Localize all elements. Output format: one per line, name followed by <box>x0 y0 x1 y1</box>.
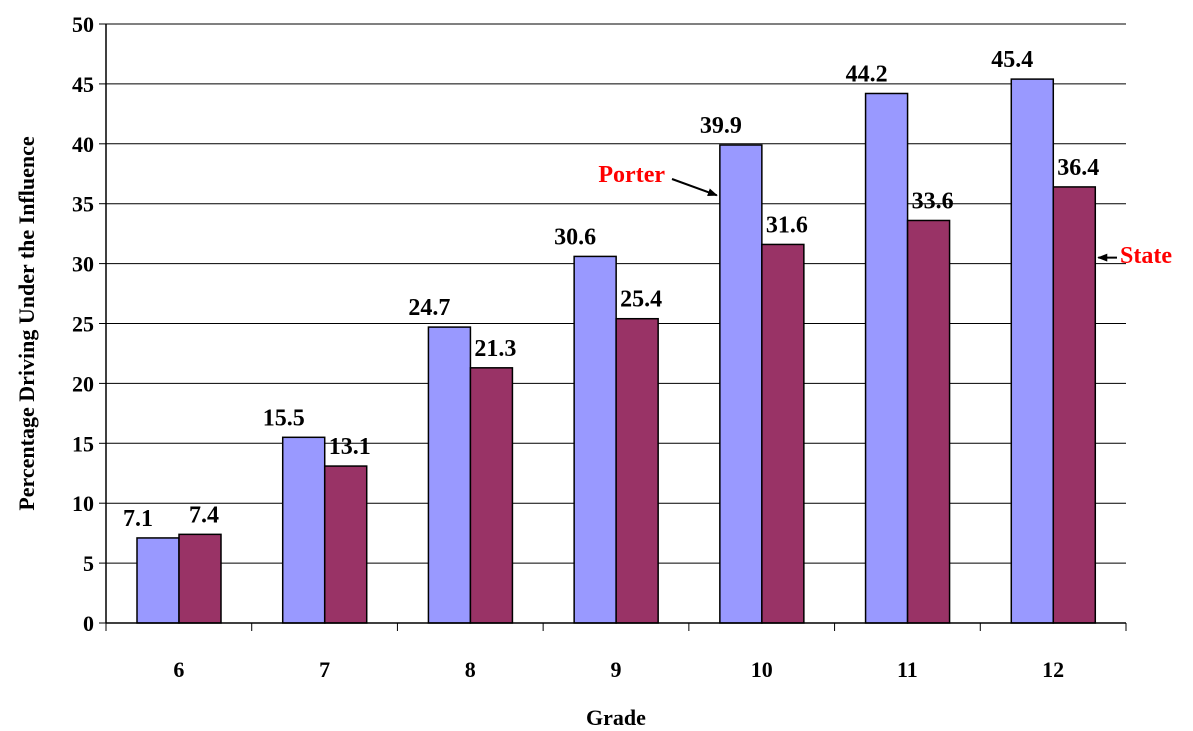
data-label: 39.9 <box>700 113 742 139</box>
data-label: 7.4 <box>189 502 219 528</box>
data-label: 7.1 <box>123 506 153 532</box>
y-axis-title: Percentage Driving Under the Influence <box>14 136 39 511</box>
x-tick-label: 7 <box>319 657 330 682</box>
y-tick-label: 50 <box>72 12 94 37</box>
y-tick-label: 35 <box>72 192 94 217</box>
data-label: 15.5 <box>263 405 305 431</box>
data-label: 33.6 <box>912 188 954 214</box>
y-tick-label: 10 <box>72 491 94 516</box>
bar-state-grade-11 <box>906 219 951 624</box>
bar-porter-grade-11 <box>864 92 909 624</box>
y-tick-label: 20 <box>72 371 94 396</box>
bar-state-grade-8 <box>469 367 514 624</box>
data-label: 13.1 <box>329 434 371 460</box>
data-label: 45.4 <box>991 47 1033 73</box>
bars <box>136 78 1097 624</box>
bar-state-grade-9 <box>615 317 659 624</box>
data-label: 24.7 <box>408 295 450 321</box>
y-tick-label: 30 <box>72 252 94 277</box>
bar-porter-grade-12 <box>1010 78 1055 624</box>
bar-porter-grade-7 <box>281 436 326 624</box>
y-tick-label: 0 <box>83 611 94 636</box>
x-tick-label: 6 <box>173 657 184 682</box>
data-label: 30.6 <box>554 224 596 250</box>
bar-porter-grade-8 <box>427 326 472 624</box>
labels: 0 5 10 15 20 25 30 35 40 45 50 6 7 8 9 10 11 12 7.1 15.5 24.… <box>72 12 1172 682</box>
y-tick-label: 45 <box>72 72 94 97</box>
x-tick-label: 9 <box>611 657 622 682</box>
bar-porter-grade-9 <box>573 255 617 624</box>
data-label: 36.4 <box>1057 155 1099 181</box>
y-tick-label: 25 <box>72 312 94 337</box>
x-tick-label: 11 <box>897 657 918 682</box>
x-tick-label: 8 <box>465 657 476 682</box>
data-label: 21.3 <box>474 336 516 362</box>
data-label: 25.4 <box>620 287 662 313</box>
callout-arrow <box>671 178 718 197</box>
data-label: 31.6 <box>766 212 808 238</box>
bar-state-grade-10 <box>761 243 805 624</box>
x-tick-label: 12 <box>1042 657 1064 682</box>
bar-state-grade-7 <box>323 465 368 624</box>
x-axis-title: Grade <box>586 705 646 730</box>
y-tick-label: 5 <box>83 551 94 576</box>
data-label: 44.2 <box>846 61 888 87</box>
bar-state-grade-12 <box>1052 186 1097 624</box>
series-callout-porter: Porter <box>598 162 665 188</box>
y-tick-label: 15 <box>72 431 94 456</box>
bar-state-grade-6 <box>178 533 222 624</box>
bar-porter-grade-6 <box>136 537 180 624</box>
series-callout-state: State <box>1120 243 1172 269</box>
x-tick-label: 10 <box>751 657 773 682</box>
y-tick-label: 40 <box>72 132 94 157</box>
axes <box>99 23 1127 631</box>
bar-porter-grade-10 <box>719 144 763 624</box>
